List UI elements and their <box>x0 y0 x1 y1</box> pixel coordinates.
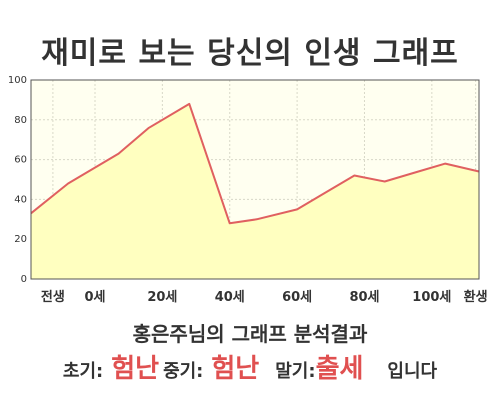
x-tick-label: 20세 <box>147 290 177 305</box>
series-line <box>30 102 480 225</box>
x-tick-label: 전생 <box>41 289 65 305</box>
y-tick-label: 80 <box>14 115 27 126</box>
y-tick-label: 100 <box>8 75 27 86</box>
late-label: 말기: <box>275 361 316 382</box>
suffix-text: 입니다 <box>387 361 438 382</box>
y-tick-label: 20 <box>14 234 27 245</box>
analysis-summary: 초기: 험난 중기: 험난 말기:출세 입니다 <box>0 348 500 385</box>
middle-label: 중기: <box>163 361 204 382</box>
life-graph-chart: 0 20 40 60 80 100 전생 0세 20세 40세 60세 80세 100세 환생 <box>8 75 488 305</box>
series-area <box>31 103 479 280</box>
early-label: 초기: <box>62 361 104 382</box>
x-tick-label: 환생 <box>464 289 488 305</box>
plot-frame <box>30 79 480 280</box>
x-tick-label: 100세 <box>412 290 451 305</box>
x-tick-label: 40세 <box>215 290 245 305</box>
x-tick-label: 60세 <box>282 290 312 305</box>
x-tick-label: 80세 <box>349 290 379 305</box>
late-value: 출세 <box>315 354 364 384</box>
x-tick-label: 0세 <box>84 290 105 305</box>
early-value: 험난 <box>111 354 160 384</box>
analysis-heading: 홍은주님의 그래프 분석결과 <box>132 322 368 346</box>
middle-value: 험난 <box>211 354 260 384</box>
y-tick-label: 60 <box>14 155 27 166</box>
y-tick-label: 40 <box>14 194 27 205</box>
y-tick-label: 0 <box>21 274 27 285</box>
page-title: 재미로 보는 당신의 인생 그래프 <box>41 36 459 71</box>
